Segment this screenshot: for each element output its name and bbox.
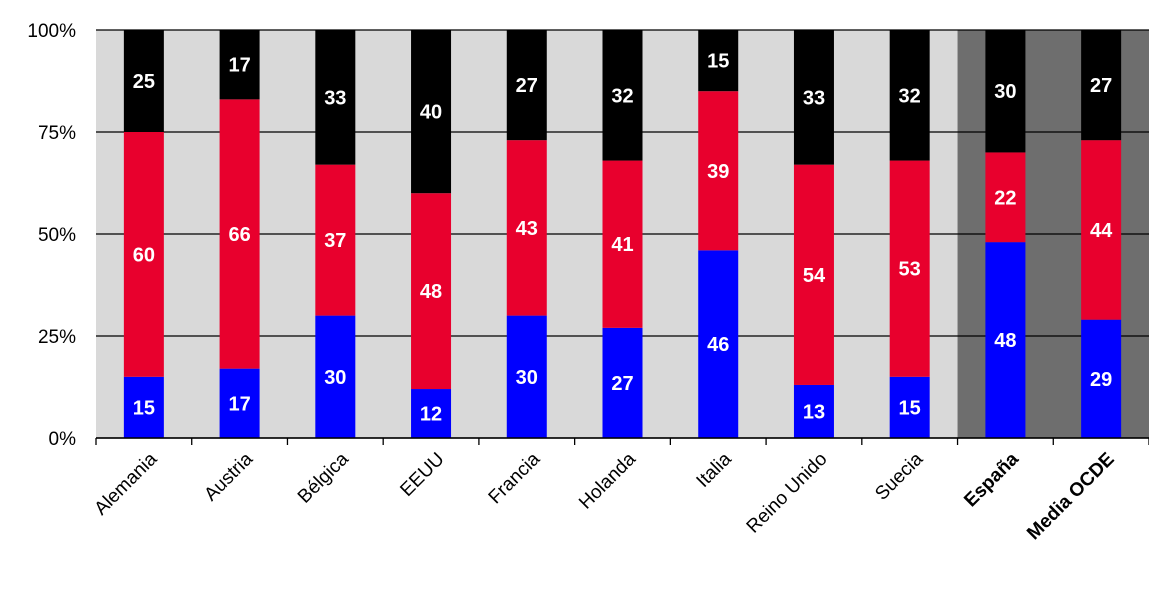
bar-segment-1-10 (1081, 140, 1122, 320)
bar-segment-0-5 (602, 327, 643, 438)
bar-segment-0-8 (889, 376, 930, 438)
bar-segment-2-4 (506, 30, 547, 141)
data-label: 15 (707, 51, 729, 73)
x-tick-label: Reino Unido (743, 449, 832, 538)
bar-segment-2-7 (793, 30, 834, 165)
data-label: 41 (611, 234, 633, 256)
data-label: 30 (994, 81, 1016, 103)
data-label: 33 (324, 87, 346, 109)
data-label: 32 (611, 85, 633, 107)
bar-segment-2-1 (219, 30, 260, 100)
data-label: 30 (324, 367, 346, 389)
x-tick-label: Suecia (871, 448, 927, 504)
data-label: 54 (803, 265, 826, 287)
bar-segment-1-7 (793, 164, 834, 385)
data-label: 12 (420, 404, 442, 426)
bar-segment-1-8 (889, 160, 930, 377)
data-label: 13 (803, 401, 825, 423)
bar-segment-0-2 (315, 315, 356, 438)
bar-segment-0-10 (1081, 319, 1122, 438)
x-tick-label: Holanda (575, 448, 640, 513)
data-label: 39 (707, 161, 729, 183)
bar-segment-2-5 (602, 30, 643, 161)
data-label: 44 (1090, 220, 1113, 242)
y-tick-label: 0% (49, 429, 77, 450)
bar-segment-2-3 (411, 30, 452, 194)
y-tick-label: 25% (38, 327, 76, 348)
data-label: 43 (516, 218, 538, 240)
data-label: 48 (994, 330, 1016, 352)
bar-segment-1-2 (315, 164, 356, 316)
data-label: 33 (803, 87, 825, 109)
x-tick-label: Bélgica (294, 448, 353, 507)
bar-segment-2-0 (123, 30, 164, 132)
bar-segment-0-6 (698, 250, 739, 438)
bar-segment-1-0 (123, 132, 164, 377)
data-label: 25 (133, 71, 155, 93)
x-tick-label: Alemania (91, 448, 162, 519)
data-label: 32 (899, 85, 921, 107)
data-label: 29 (1090, 369, 1112, 391)
data-label: 17 (228, 393, 250, 415)
bar-segment-0-4 (506, 315, 547, 438)
data-label: 53 (899, 259, 921, 281)
bars (123, 30, 1122, 438)
x-tick-label: Francia (485, 448, 545, 508)
bar-segment-1-9 (985, 152, 1026, 243)
bar-segment-2-6 (698, 30, 739, 92)
data-label: 15 (899, 397, 921, 419)
data-label: 37 (324, 230, 346, 252)
x-tick-label: EEUU (396, 449, 448, 501)
bar-segment-0-7 (793, 384, 834, 438)
data-label: 17 (228, 55, 250, 77)
data-label: 46 (707, 334, 729, 356)
bar-segment-1-4 (506, 140, 547, 316)
data-label: 27 (611, 373, 633, 395)
data-label: 27 (516, 75, 538, 97)
bar-segment-1-5 (602, 160, 643, 328)
x-tick-label: Austria (200, 448, 257, 505)
bar-segment-2-2 (315, 30, 356, 165)
data-label: 27 (1090, 75, 1112, 97)
bar-segment-2-9 (985, 30, 1026, 153)
data-label: 15 (133, 397, 155, 419)
x-tick-label: España (960, 448, 1023, 511)
data-labels: 15 60 25 17 66 17 30 37 33 12 48 40 30 43 27 27 41 32 46 39… (133, 51, 1113, 426)
y-tick-label: 50% (38, 225, 76, 246)
data-label: 60 (133, 244, 155, 266)
bar-segment-2-8 (889, 30, 930, 161)
bar-segment-1-6 (698, 91, 739, 251)
bar-segment-2-10 (1081, 30, 1122, 141)
bar-segment-1-3 (411, 193, 452, 390)
bar-segment-0-9 (985, 242, 1026, 438)
bar-segment-0-3 (411, 389, 452, 438)
bar-segment-0-1 (219, 368, 260, 438)
y-tick-label: 75% (38, 123, 76, 144)
data-label: 48 (420, 281, 442, 303)
data-label: 30 (516, 367, 538, 389)
data-label: 40 (420, 102, 442, 124)
bar-segment-0-0 (123, 376, 164, 438)
data-label: 66 (228, 224, 250, 246)
data-label: 22 (994, 187, 1016, 209)
y-tick-label: 100% (27, 21, 76, 42)
x-tick-label: Media OCDE (1023, 449, 1118, 544)
x-tick-label: Italia (693, 448, 737, 492)
bar-segment-1-1 (219, 99, 260, 369)
